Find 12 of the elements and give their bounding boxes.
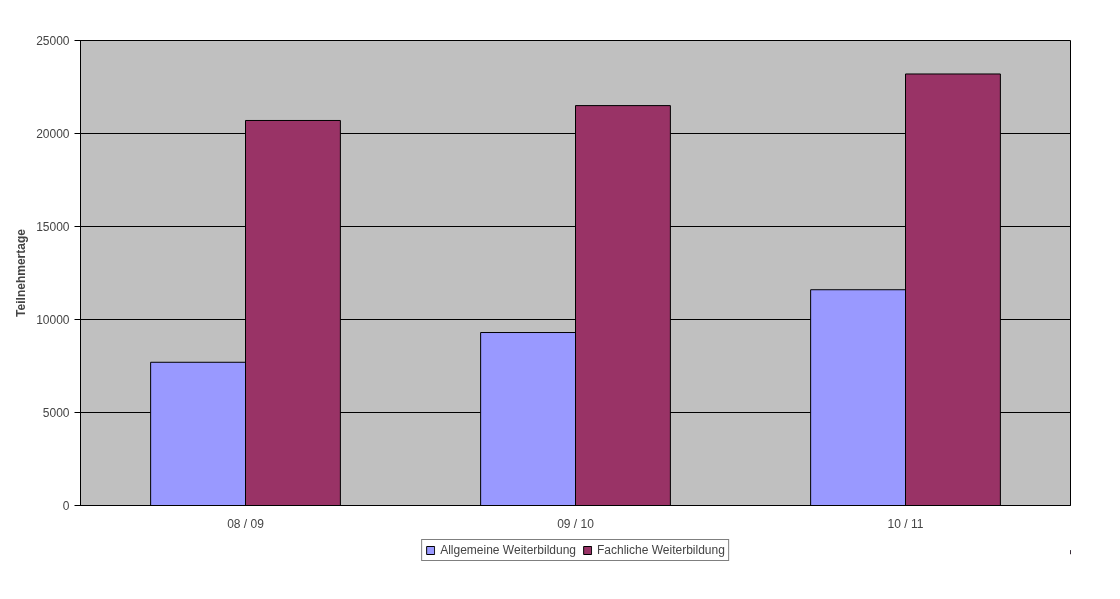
x-tick-label: 09 / 10 [557,516,595,531]
y-tick-label: 0 [62,499,70,513]
y-tick-label: 20000 [36,127,70,141]
x-tick-label: 08 / 09 [227,516,265,531]
y-tick-label: 10000 [36,313,70,327]
x-tick-label: 10 / 11 [887,516,924,531]
legend-label: Allgemeine Weiterbildung [440,543,576,557]
legend-label: Fachliche Weiterbildung [597,543,725,557]
y-tick-label: 15000 [36,220,70,234]
y-tick-label: 25000 [36,34,70,48]
y-axis-title: Teilnehmertage [14,228,29,317]
y-tick-label: 5000 [42,406,70,420]
